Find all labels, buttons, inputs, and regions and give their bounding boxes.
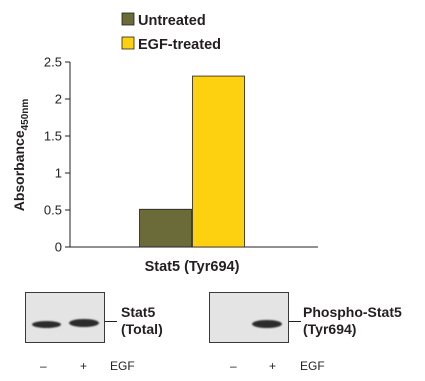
bar-untreated <box>139 208 192 248</box>
blot-label-line2: (Total) <box>121 321 163 337</box>
legend: Untreated EGF-treated <box>121 12 221 53</box>
category-label-stat5-tyr694: Stat5 (Tyr694) <box>145 259 240 275</box>
legend-swatch-egf-treated <box>121 36 135 50</box>
lane-treatment-label: EGF <box>110 359 135 373</box>
legend-swatch-untreated <box>121 12 135 26</box>
blot-label-leader-total <box>105 321 117 322</box>
bar-egf-treated <box>192 75 245 248</box>
lane-sign-plus: + <box>269 359 277 373</box>
y-tick-label: 0.5 <box>44 203 62 218</box>
blot-label-leader-phospho <box>289 321 301 322</box>
western-blot-total-stat5 <box>25 292 105 343</box>
blot-label-line1: Stat5 <box>121 304 156 320</box>
blot-band-lane-untreated <box>32 321 61 328</box>
y-axis-title: Absorbance450nm <box>11 99 31 212</box>
blot-band-lane-egf <box>69 319 99 327</box>
western-blot-phospho-stat5 <box>209 292 289 343</box>
legend-label-egf-treated: EGF-treated <box>138 37 221 53</box>
lane-sign-minus: – <box>230 359 237 373</box>
bar-chart: Untreated EGF-treated Absorbance450nm 00… <box>11 12 318 275</box>
blot-band-lane-egf <box>252 320 282 328</box>
legend-label-untreated: Untreated <box>138 13 206 29</box>
lane-sign-plus: + <box>80 359 88 373</box>
y-axis-title-subscript: 450nm <box>20 99 31 131</box>
blot-label-phospho-stat5: Phospho-Stat5 (Tyr694) <box>303 304 402 338</box>
lane-treatment-label: EGF <box>300 359 325 373</box>
y-axis-title-main: Absorbance <box>11 130 27 211</box>
lane-sign-minus: – <box>40 359 47 373</box>
blot-label-line1: Phospho-Stat5 <box>303 304 402 320</box>
blot-label-total-stat5: Stat5 (Total) <box>121 304 163 338</box>
y-tick-label: 0 <box>55 240 62 255</box>
y-tick-label: 2.5 <box>44 55 62 70</box>
y-tick-label: 1.5 <box>44 129 62 144</box>
y-tick-label: 1 <box>55 166 62 181</box>
blot-label-line2: (Tyr694) <box>303 321 357 337</box>
bars <box>139 75 245 248</box>
y-axis-ticks: 0 0.5 1 1.5 2 2.5 <box>44 55 70 255</box>
y-tick-label: 2 <box>55 92 62 107</box>
